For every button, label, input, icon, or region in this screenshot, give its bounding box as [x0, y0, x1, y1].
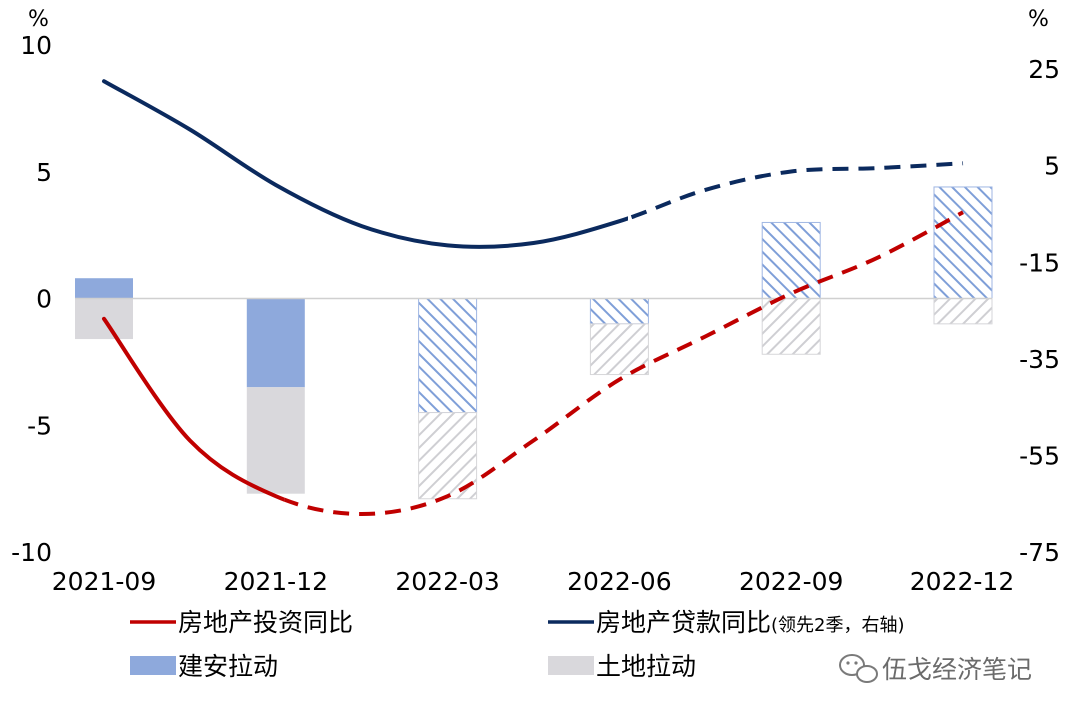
bar-land-2022-06 — [589, 323, 649, 376]
legend-label-land: 土地拉动 — [596, 652, 696, 681]
bar-construction-2022-09 — [761, 221, 821, 299]
wechat-icon — [839, 654, 878, 683]
left-axis-unit: % — [28, 7, 49, 32]
x-tick-label: 2021-12 — [224, 567, 328, 596]
bar-construction-2022-06 — [589, 298, 649, 325]
x-axis: 2021-09 2021-12 2022-03 2022-06 2022-09 2022-… — [52, 567, 1014, 596]
left-axis: 10 5 0 -5 -10 — [11, 31, 52, 567]
right-tick-label: -15 — [1019, 248, 1060, 277]
x-tick-label: 2022-06 — [567, 567, 671, 596]
right-axis-unit: % — [1028, 7, 1049, 32]
bar-land-2022-12 — [933, 298, 993, 325]
bar-construction-2022-03 — [418, 298, 478, 414]
left-tick-label: -5 — [27, 411, 52, 440]
x-tick-label: 2021-09 — [52, 567, 156, 596]
right-tick-label: -35 — [1019, 345, 1060, 374]
x-tick-label: 2022-09 — [739, 567, 843, 596]
legend-label-construction: 建安拉动 — [178, 652, 278, 681]
right-tick-label: 5 — [1044, 152, 1060, 181]
right-axis: 25 5 -15 -35 -55 -75 — [1019, 55, 1060, 567]
left-tick-label: -10 — [11, 538, 52, 567]
bar-land-2021-12 — [246, 387, 305, 494]
left-tick-label: 10 — [20, 31, 52, 60]
left-tick-label: 5 — [36, 158, 52, 187]
line-layer — [102, 79, 964, 517]
line-loan-solid — [102, 79, 628, 249]
line-loan-dashed — [627, 161, 964, 221]
watermark: 伍戈经济笔记 — [839, 654, 1032, 684]
bar-layer — [75, 186, 993, 500]
line-investment-dashed — [284, 210, 964, 517]
bar-construction-2021-09 — [75, 278, 133, 299]
right-tick-label: 25 — [1028, 55, 1060, 84]
bar-construction-2021-12 — [246, 298, 305, 388]
watermark-text: 伍戈经济笔记 — [882, 655, 1032, 684]
x-tick-label: 2022-03 — [395, 567, 499, 596]
legend-label-investment: 房地产投资同比 — [178, 608, 353, 637]
line-investment-solid — [102, 316, 285, 502]
x-tick-label: 2022-12 — [910, 567, 1014, 596]
legend: 房地产投资同比 房地产贷款同比(领先2季，右轴) 建安拉动 土地拉动 — [130, 608, 905, 681]
left-tick-label: 0 — [36, 285, 52, 314]
legend-label-loan: 房地产贷款同比(领先2季，右轴) — [596, 608, 905, 637]
bar-construction-2022-12 — [933, 186, 993, 300]
bar-land-2022-09 — [761, 298, 821, 355]
legend-swatch-construction — [130, 656, 176, 675]
right-tick-label: -75 — [1019, 538, 1060, 567]
legend-swatch-land — [548, 656, 594, 675]
right-tick-label: -55 — [1019, 441, 1060, 470]
